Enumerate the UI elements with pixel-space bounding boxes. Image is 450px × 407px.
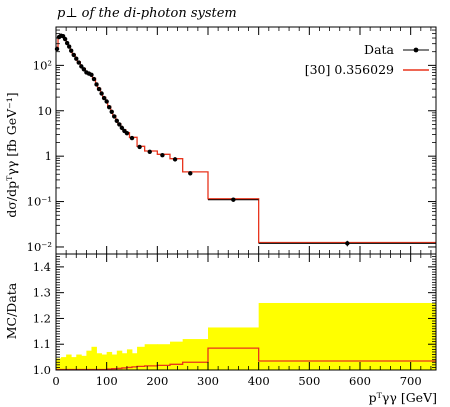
uncertainty-band (106, 351, 113, 370)
y-tick-label: 10⁻² (27, 240, 52, 254)
data-point (147, 149, 152, 154)
data-point (71, 52, 76, 58)
ratio-y-tick-label: 1.0 (33, 363, 51, 377)
main-panel: 10⁻² 10⁻¹ 1 10 10² Data [30] 0.356029 (27, 26, 437, 255)
y-tick-label: 10 (37, 104, 52, 118)
uncertainty-band (121, 353, 128, 370)
legend-entry-data: Data (364, 42, 394, 57)
data-point (124, 131, 130, 136)
x-tick-label: 100 (96, 374, 118, 388)
x-tick-label: 0 (52, 374, 59, 388)
uncertainty-band (111, 354, 118, 370)
uncertainty-band (101, 354, 108, 370)
data-point (96, 86, 102, 92)
y-tick-label: 1 (45, 149, 52, 163)
data-point (69, 48, 74, 53)
uncertainty-band (157, 344, 171, 370)
data-point (188, 171, 193, 176)
data-point (66, 44, 72, 49)
data-point (137, 144, 142, 150)
ratio-y-axis-label: MC/Data (4, 282, 19, 339)
data-point (54, 46, 60, 52)
data-point (64, 40, 70, 46)
data-point (79, 64, 84, 69)
uncertainty-band (126, 349, 133, 370)
data-point (104, 99, 109, 104)
uncertainty-band (71, 357, 77, 370)
data-point (89, 72, 94, 77)
x-tick-label: 500 (298, 374, 320, 388)
uncertainty-band (86, 350, 92, 370)
data-point (74, 56, 79, 61)
uncertainty-band (61, 357, 67, 370)
data-point (81, 67, 87, 72)
main-y-axis-label: dσ/dpᵀγγ [fb GeV⁻¹] (4, 92, 19, 217)
y-tick-label: 10⁻¹ (27, 195, 52, 209)
data-point (117, 122, 122, 127)
uncertainty-band (56, 358, 62, 370)
legend-marker-data (413, 47, 419, 53)
uncertainty-band (91, 346, 97, 370)
data-point (99, 91, 104, 96)
uncertainty-band (170, 341, 184, 370)
uncertainty-band (116, 350, 123, 370)
data-point (114, 118, 120, 124)
y-tick-label: 10² (33, 58, 52, 72)
legend-entry-mc: [30] 0.356029 (305, 62, 394, 77)
x-tick-label: 400 (248, 374, 270, 388)
data-point (76, 60, 82, 65)
chart-title: p⊥ of the di-photon system (57, 6, 237, 21)
x-axis-label: pᵀγγ [GeV] (369, 390, 437, 405)
uncertainty-band (137, 346, 146, 370)
data-point (109, 109, 114, 114)
uncertainty-band (66, 354, 72, 370)
uncertainty-band (182, 339, 209, 370)
ratio-y-tick-label: 1.1 (33, 337, 51, 351)
data-point (160, 153, 165, 158)
ratio-y-tick-label: 1.2 (33, 311, 51, 325)
x-tick-label: 600 (349, 374, 371, 388)
uncertainty-band (81, 355, 87, 370)
ratio-y-tick-label: 1.3 (33, 286, 51, 300)
data-point (119, 125, 125, 131)
data-point (94, 82, 99, 87)
data-point (62, 36, 68, 42)
data-point (129, 135, 135, 141)
ratio-panel-frame (55, 253, 437, 371)
uncertainty-band (76, 354, 82, 370)
uncertainty-band (258, 302, 437, 370)
data-point (107, 104, 112, 110)
x-tick-label: 700 (400, 374, 422, 388)
uncertainty-band (144, 344, 158, 370)
ratio-panel: 1.0 1.1 1.2 1.3 1.4 0 100 200 300 400 500 600 700 (33, 253, 437, 388)
data-point (91, 76, 97, 82)
data-point (101, 95, 107, 101)
uncertainty-band (96, 353, 102, 370)
ratio-y-tick-label: 1.4 (33, 260, 51, 274)
uncertainty-band (132, 353, 138, 370)
x-tick-label: 200 (146, 374, 168, 388)
x-tick-label: 300 (197, 374, 219, 388)
data-point (112, 114, 117, 119)
data-point (172, 157, 178, 162)
